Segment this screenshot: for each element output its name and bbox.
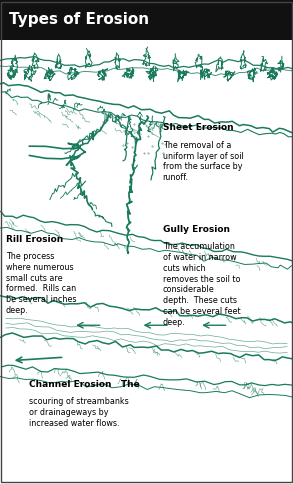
- Text: The removal of a
uniform layer of soil
from the surface by
runoff.: The removal of a uniform layer of soil f…: [163, 141, 243, 182]
- Text: The accumulation
of water in narrow
cuts which
removes the soil to
considerable
: The accumulation of water in narrow cuts…: [163, 242, 240, 327]
- Text: The process
where numerous
small cuts are
formed.  Rills can
be several inches
d: The process where numerous small cuts ar…: [6, 252, 76, 315]
- Text: Types of Erosion: Types of Erosion: [9, 13, 149, 27]
- Text: scouring of streambanks
or drainageways by
increased water flows.: scouring of streambanks or drainageways …: [29, 397, 129, 428]
- Text: Rill Erosion: Rill Erosion: [6, 235, 63, 244]
- FancyBboxPatch shape: [0, 0, 293, 40]
- Text: Channel Erosion   The: Channel Erosion The: [29, 380, 140, 389]
- Text: Gully Erosion: Gully Erosion: [163, 225, 230, 234]
- Text: Sheet Erosion: Sheet Erosion: [163, 123, 233, 133]
